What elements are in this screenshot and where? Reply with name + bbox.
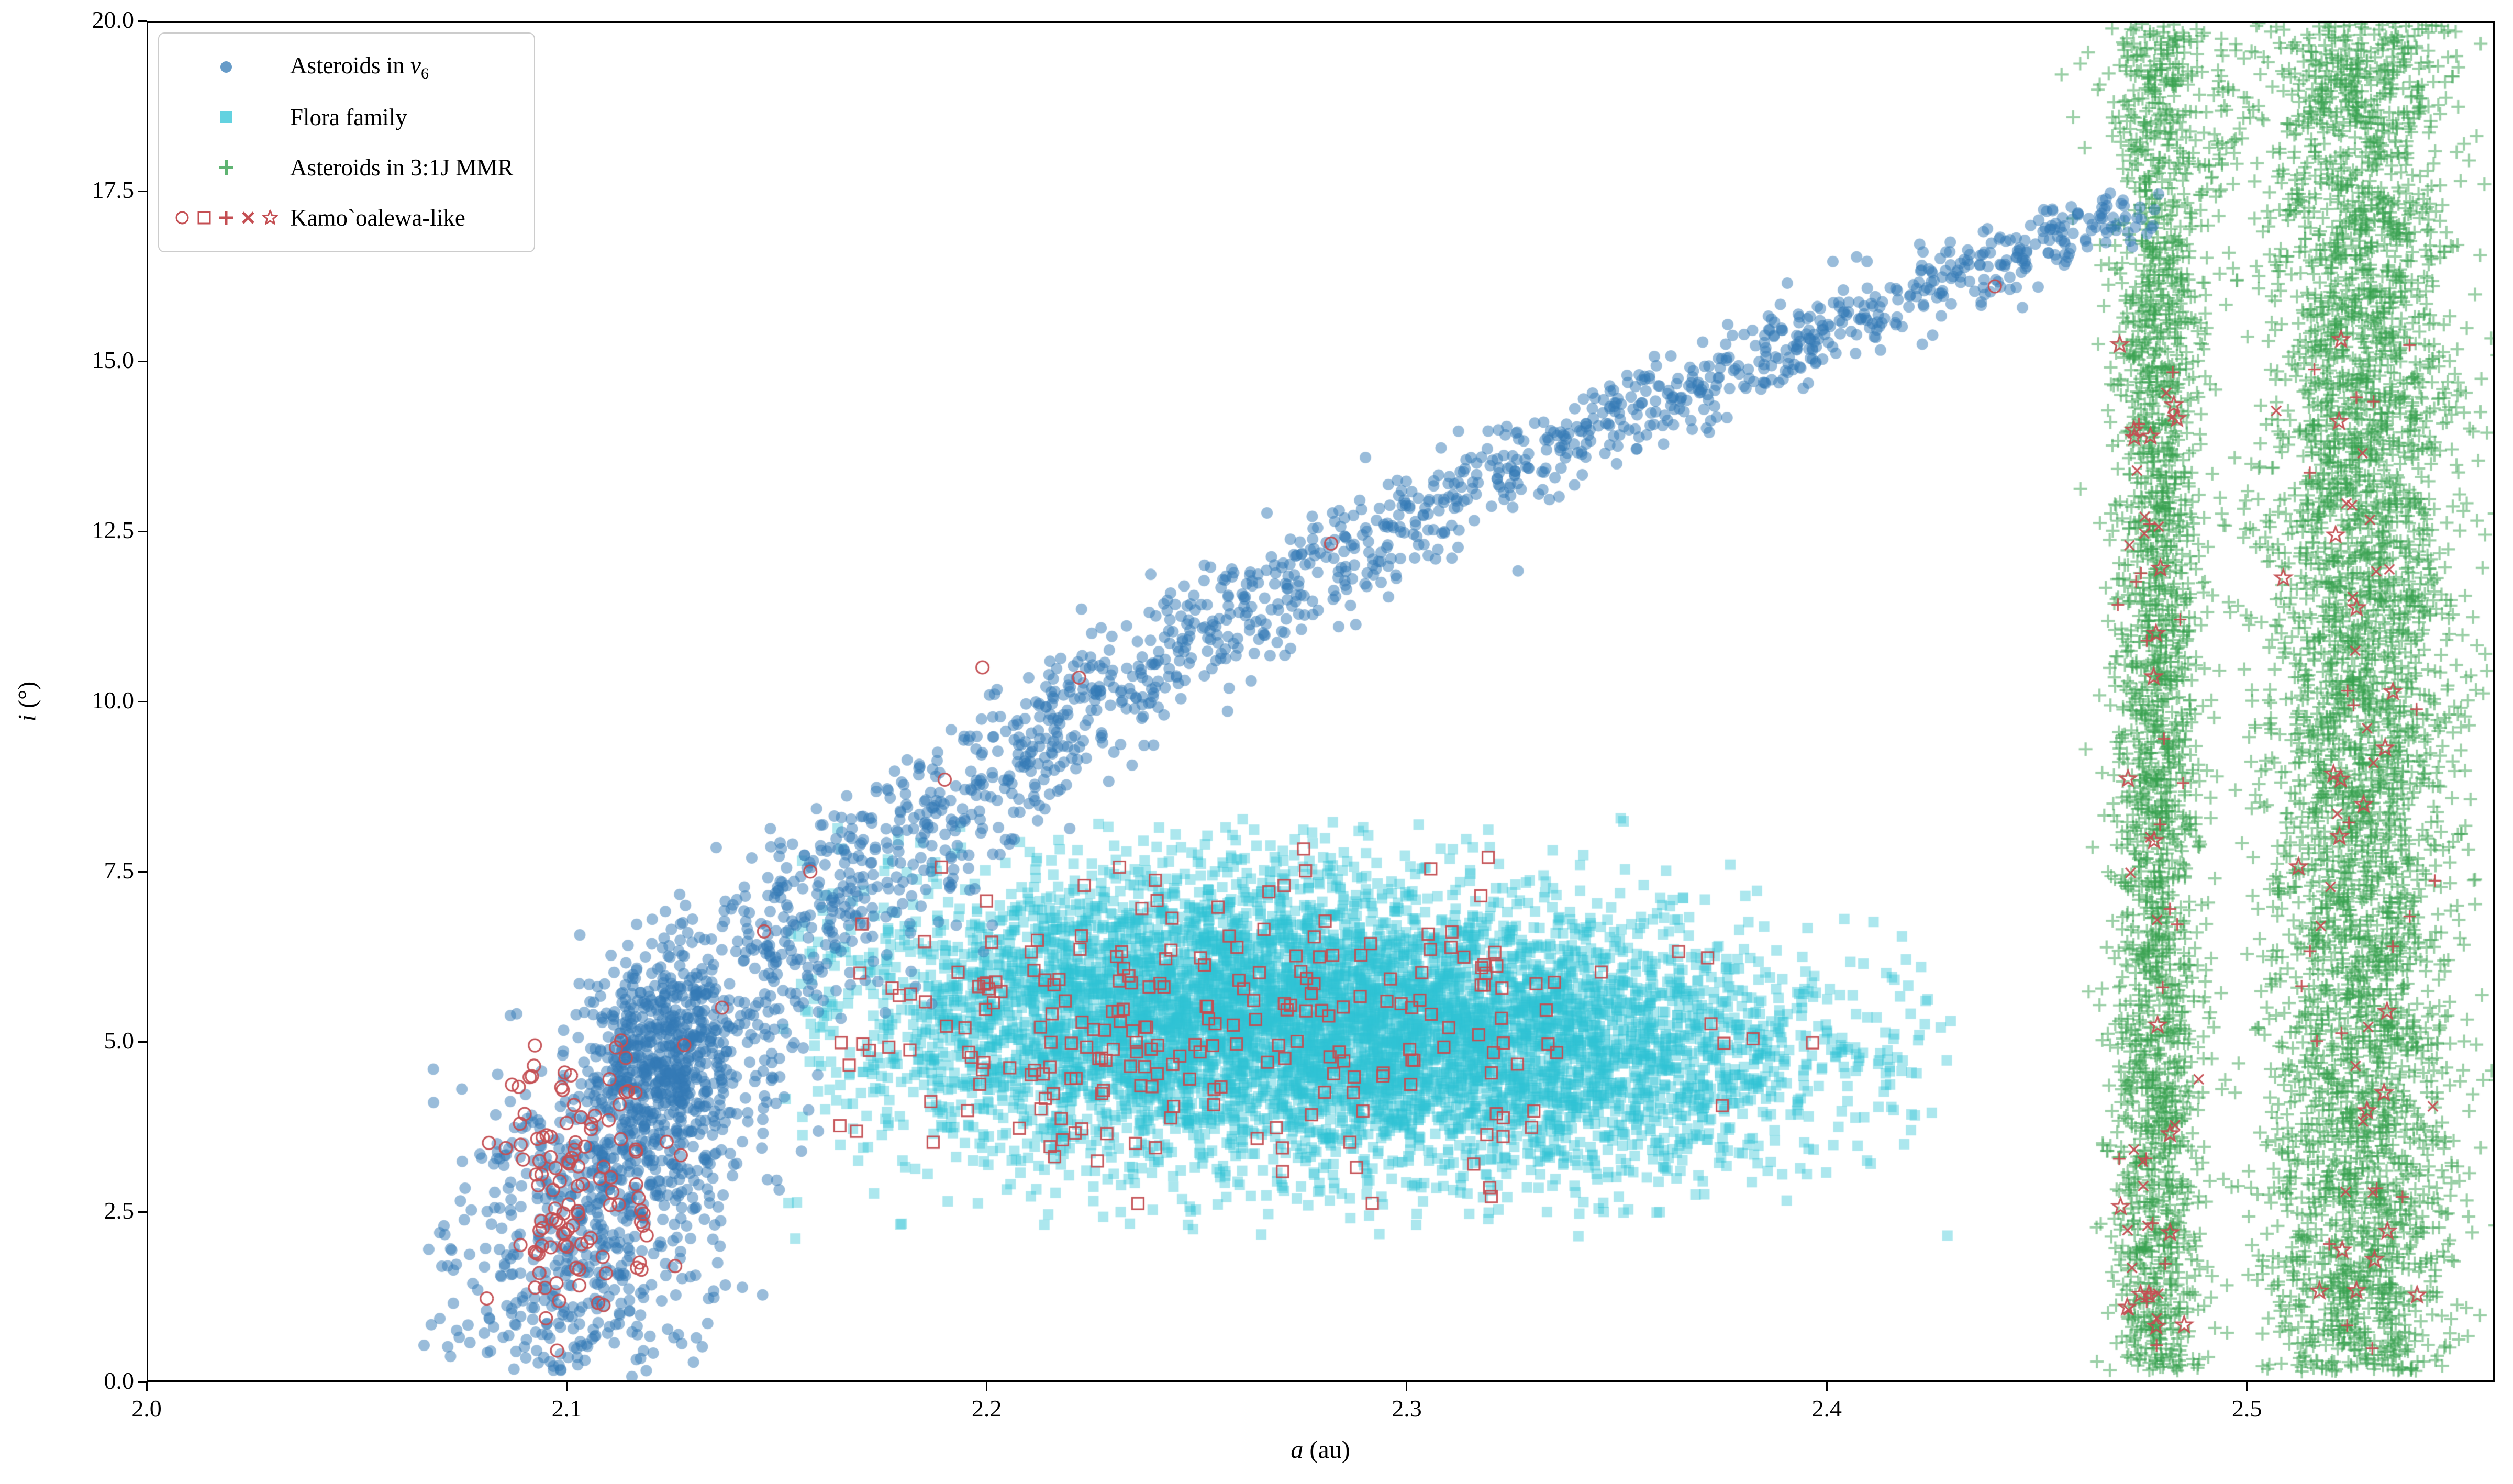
y-tick-label: 17.5 (92, 176, 135, 203)
legend-label-flora: Flora family (290, 104, 407, 130)
y-axis-unit: (°) (13, 681, 41, 715)
y-tick-mark (138, 360, 147, 362)
y-axis-label: i (°) (13, 682, 42, 722)
x-axis-variable: a (1291, 1436, 1304, 1464)
y-tick-label: 10.0 (92, 687, 135, 713)
legend-label-mmr: Asteroids in 3:1J MMR (290, 154, 514, 181)
kamo-square-icon (197, 211, 211, 225)
x-tick-mark (565, 1382, 568, 1391)
x-tick-label: 2.1 (551, 1395, 582, 1422)
legend-label-nu6: Asteroids in ν6 (290, 52, 429, 82)
y-tick-label: 0.0 (104, 1367, 135, 1394)
x-tick-label: 2.4 (1811, 1395, 1842, 1422)
legend: Asteroids in ν6 Flora family Asteroids i… (158, 32, 536, 252)
kamo-plus-icon (219, 211, 233, 225)
mmr-plus-icon (170, 157, 283, 178)
kamo-markers (170, 207, 283, 228)
flora-square-icon (170, 107, 283, 128)
legend-entry-nu6: Asteroids in ν6 (170, 42, 513, 92)
y-tick-mark (138, 1211, 147, 1213)
x-tick-label: 2.0 (131, 1395, 162, 1422)
x-axis-unit: (au) (1303, 1436, 1350, 1464)
kamo-x-icon (242, 211, 254, 224)
y-tick-label: 2.5 (104, 1197, 135, 1224)
x-tick-label: 2.2 (971, 1395, 1002, 1422)
y-tick-mark (138, 530, 147, 532)
x-tick-mark (146, 1382, 148, 1391)
x-tick-label: 2.5 (2231, 1395, 2262, 1422)
legend-entry-kamo: Kamo`oalewa-like (170, 193, 513, 243)
x-tick-mark (1406, 1382, 1408, 1391)
legend-label-kamo: Kamo`oalewa-like (290, 205, 465, 231)
kamo-circle-icon (175, 211, 189, 225)
y-tick-label: 20.0 (92, 6, 135, 33)
x-tick-label: 2.3 (1392, 1395, 1422, 1422)
y-tick-label: 15.0 (92, 347, 135, 373)
kamo-star-icon (262, 209, 278, 225)
y-tick-label: 7.5 (104, 857, 135, 884)
plot-frame (147, 21, 2495, 1382)
x-tick-mark (1826, 1382, 1828, 1391)
x-tick-mark (986, 1382, 988, 1391)
y-tick-mark (138, 20, 147, 22)
y-axis-variable: i (13, 714, 41, 722)
y-tick-mark (138, 190, 147, 192)
legend-entry-mmr: Asteroids in 3:1J MMR (170, 142, 513, 193)
y-tick-mark (138, 700, 147, 702)
x-axis-label: a (au) (1291, 1435, 1350, 1464)
nu6-dot-icon (170, 57, 283, 77)
y-tick-label: 5.0 (104, 1027, 135, 1054)
legend-entry-flora: Flora family (170, 92, 513, 142)
x-tick-mark (2246, 1382, 2248, 1391)
y-tick-label: 12.5 (92, 517, 135, 543)
y-tick-mark (138, 1041, 147, 1043)
y-tick-mark (138, 871, 147, 873)
y-tick-mark (138, 1381, 147, 1383)
